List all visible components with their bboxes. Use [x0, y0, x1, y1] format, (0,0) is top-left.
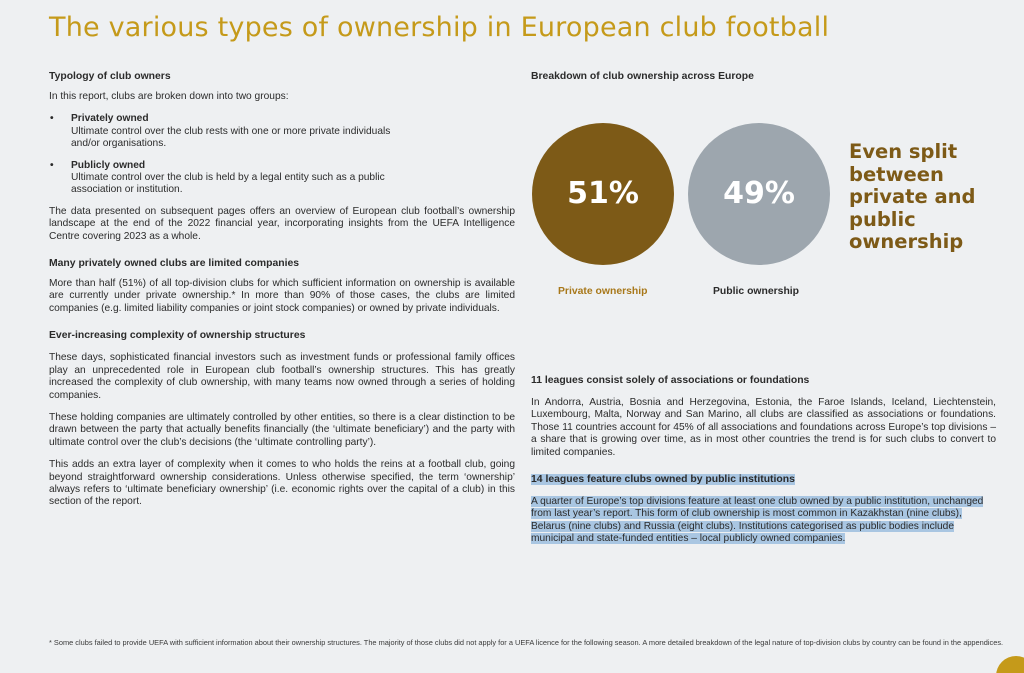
breakdown-heading: Breakdown of club ownership across Europ… [531, 71, 754, 82]
private-ownership-value: 51% [567, 175, 639, 211]
chart-annotation: Even split between private and public ow… [849, 140, 976, 253]
highlighted-body: A quarter of Europe’s top divisions feat… [531, 496, 984, 545]
left-column: Typology of club owners In this report, … [49, 70, 515, 509]
right-column: Breakdown of club ownership across Europ… [531, 70, 996, 546]
typology-heading: Typology of club owners [49, 71, 171, 82]
list-item: • Publicly owned Ultimate control over t… [49, 160, 515, 197]
typology-intro: In this report, clubs are broken down in… [49, 91, 289, 102]
typology-body: The data presented on subsequent pages o… [49, 205, 515, 242]
highlighted-heading: 14 leagues feature clubs owned by public… [531, 474, 795, 486]
complexity-paragraph-3: This adds an extra layer of complexity w… [49, 459, 515, 508]
bullet-icon: • [50, 113, 54, 125]
list-item: • Privately owned Ultimate control over … [49, 113, 515, 150]
group-title: Publicly owned [71, 159, 146, 171]
group-description: Ultimate control over the club is held b… [71, 172, 385, 196]
associations-heading: 11 leagues consist solely of association… [531, 375, 810, 386]
page-corner-marker [996, 656, 1024, 673]
private-ownership-label: Private ownership [558, 286, 648, 297]
owner-groups-list: • Privately owned Ultimate control over … [49, 113, 515, 196]
group-title: Privately owned [71, 113, 149, 125]
group-description: Ultimate control over the club rests wit… [71, 125, 391, 150]
bullet-icon: • [50, 159, 54, 171]
public-institutions-body: A quarter of Europe’s top divisions feat… [531, 496, 996, 546]
public-institutions-heading: 14 leagues feature clubs owned by public… [531, 473, 996, 486]
complexity-paragraph-1: These days, sophisticated financial inve… [49, 352, 515, 401]
private-section-heading: Many privately owned clubs are limited c… [49, 258, 300, 270]
ownership-chart: 51% 49% Private ownership Public ownersh… [531, 89, 996, 304]
public-ownership-label: Public ownership [713, 286, 800, 297]
complexity-section-heading: Ever-increasing complexity of ownership … [49, 330, 306, 342]
private-ownership-circle: 51% [532, 123, 674, 265]
associations-body: In Andorra, Austria, Bosnia and Herzegov… [531, 397, 996, 458]
public-ownership-circle: 49% [688, 123, 830, 265]
page-title: The various types of ownership in Europe… [49, 12, 830, 43]
public-ownership-value: 49% [723, 175, 795, 211]
complexity-paragraph-2: These holding companies are ultimately c… [49, 411, 515, 448]
footnote: * Some clubs failed to provide UEFA with… [49, 638, 1004, 647]
private-section-body: More than half (51%) of all top-division… [49, 278, 515, 314]
